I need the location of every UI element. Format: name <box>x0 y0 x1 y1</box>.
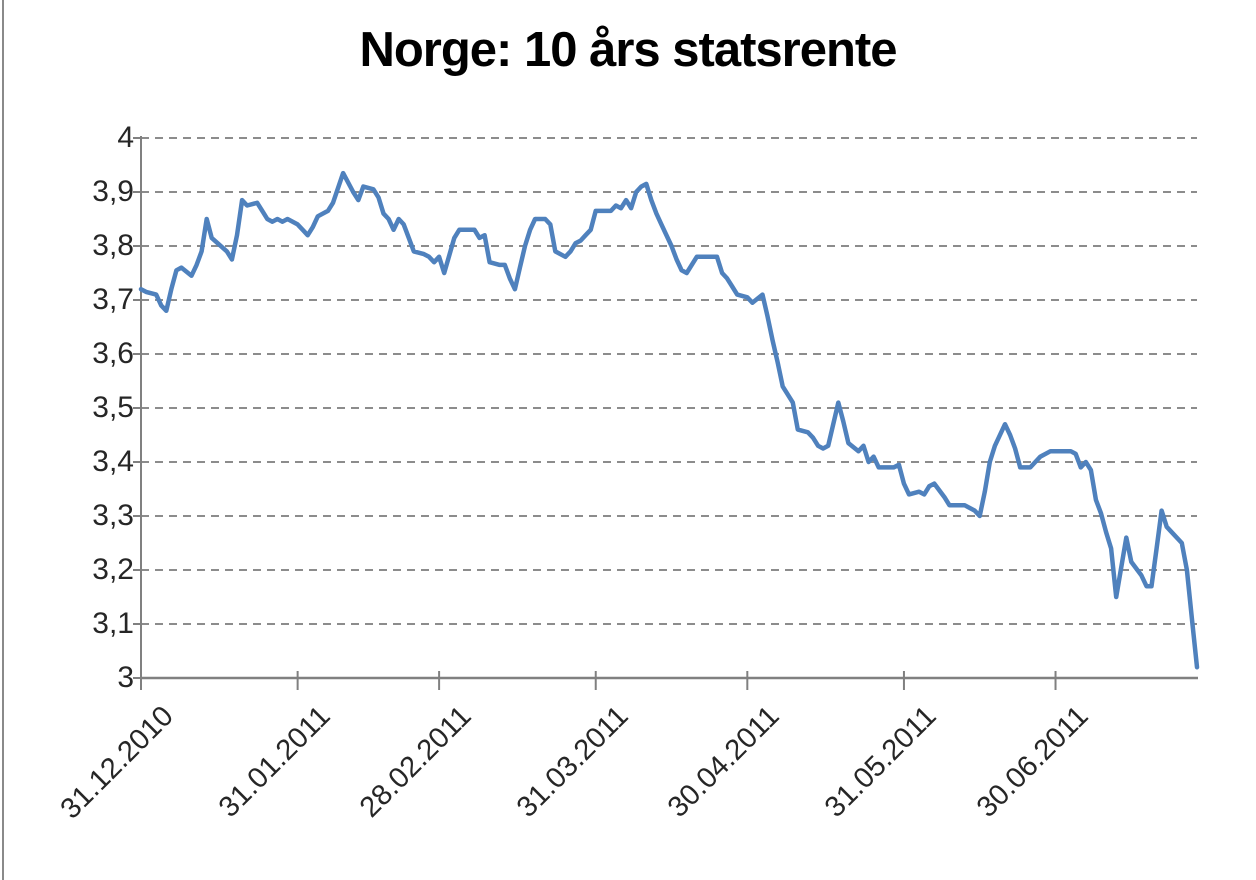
y-tick-label: 3,8 <box>92 229 134 262</box>
y-tick-label: 3,9 <box>92 175 134 208</box>
y-tick-label: 3,5 <box>92 391 134 424</box>
y-tick-label: 3,1 <box>92 607 134 640</box>
series-line <box>138 170 1200 670</box>
y-tick-label: 3,6 <box>92 337 134 370</box>
y-tick-label: 3,2 <box>92 553 134 586</box>
slide-left-border <box>2 0 4 880</box>
y-tick-label: 4 <box>117 121 134 154</box>
chart-title: Norge: 10 års statsrente <box>359 23 897 77</box>
y-tick-label: 3,7 <box>92 283 134 316</box>
y-tick-label: 3,3 <box>92 499 134 532</box>
y-tick-label: 3,4 <box>92 445 134 478</box>
y-tick-label: 3 <box>117 661 134 694</box>
